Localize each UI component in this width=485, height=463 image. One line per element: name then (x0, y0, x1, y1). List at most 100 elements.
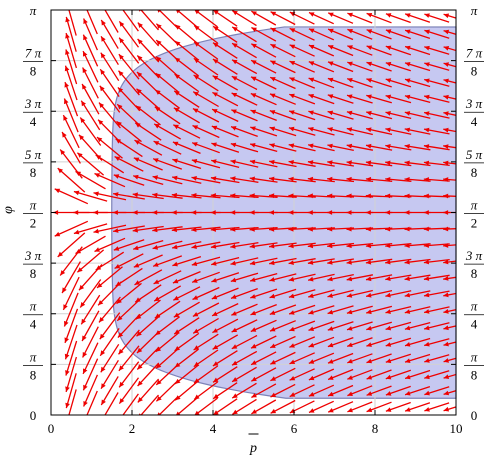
field-arrow (443, 111, 456, 116)
field-arrow (327, 160, 355, 167)
field-arrow (211, 159, 240, 169)
field-arrow (443, 226, 456, 232)
field-arrow (212, 350, 238, 367)
field-arrow (385, 401, 411, 412)
field-arrow (308, 368, 335, 381)
field-arrow (82, 67, 99, 99)
field-arrow (308, 305, 335, 315)
field-arrow (212, 58, 238, 75)
field-arrow (404, 290, 431, 298)
field-arrow (385, 61, 411, 72)
field-arrow (136, 315, 161, 337)
field-arrow (152, 226, 183, 233)
field-arrow (443, 309, 456, 314)
x-tick-label: 4 (210, 421, 217, 436)
field-arrow (212, 75, 239, 91)
field-arrow (269, 335, 296, 349)
field-arrow (423, 177, 450, 182)
field-arrow (385, 45, 412, 56)
field-arrow (193, 381, 219, 401)
field-arrow (116, 103, 142, 127)
field-arrow (269, 176, 297, 183)
field-arrow (443, 373, 456, 379)
y-tick-label-left: π (30, 349, 37, 364)
field-arrow (100, 35, 119, 66)
field-arrow (134, 269, 163, 286)
field-arrow (327, 321, 354, 331)
field-arrow (250, 319, 277, 333)
field-arrow (171, 226, 202, 233)
field-arrow (61, 261, 81, 294)
field-arrow (308, 44, 335, 57)
field-arrow (211, 142, 240, 153)
field-arrow (346, 127, 373, 136)
field-arrow (230, 176, 259, 183)
field-arrow (65, 356, 78, 393)
y-tick-label-right: 7 π (466, 46, 483, 61)
field-arrow (212, 25, 238, 43)
field-arrow (230, 287, 258, 300)
field-arrow (100, 19, 119, 49)
field-arrow (251, 10, 277, 26)
field-arrow (366, 305, 393, 315)
y-tick-label-left: 3 π (24, 96, 42, 111)
y-tick-label-left: π (30, 3, 37, 18)
field-arrow (366, 110, 393, 120)
field-arrow (174, 348, 199, 368)
field-arrow (308, 400, 334, 414)
field-arrow (269, 257, 297, 266)
field-arrow (289, 44, 315, 57)
field-arrow (172, 141, 201, 155)
field-arrow (57, 232, 86, 258)
field-arrow (327, 289, 354, 298)
field-arrow (112, 192, 145, 200)
field-arrow (173, 286, 201, 301)
field-arrow (73, 190, 108, 202)
field-arrow (366, 94, 392, 104)
field-arrow (173, 317, 200, 335)
field-arrow (134, 284, 162, 303)
field-arrow (327, 352, 354, 364)
field-arrow (404, 258, 431, 265)
field-arrow (307, 242, 335, 249)
field-arrow (155, 39, 180, 62)
field-arrow (385, 13, 411, 24)
field-arrow (270, 43, 296, 58)
field-arrow (327, 143, 354, 152)
field-arrow (404, 160, 431, 167)
field-arrow (118, 377, 140, 404)
field-arrow (327, 368, 354, 381)
field-arrow (366, 12, 392, 24)
field-arrow (385, 177, 412, 182)
field-arrow (424, 29, 450, 39)
field-arrow (385, 78, 412, 88)
field-arrow (118, 329, 140, 355)
field-arrow (327, 127, 354, 136)
field-arrow (423, 127, 450, 135)
field-arrow (152, 175, 183, 185)
field-arrow (308, 352, 335, 365)
field-arrow (366, 45, 392, 56)
field-arrow (327, 28, 354, 41)
y-tick-label-left: 7 π (25, 46, 42, 61)
field-arrow (155, 72, 180, 94)
field-arrow (404, 306, 431, 314)
field-arrow (365, 127, 393, 136)
field-arrow (249, 272, 278, 282)
field-arrow (404, 385, 431, 396)
field-arrow (327, 401, 354, 413)
field-arrow (118, 53, 140, 80)
field-arrow (116, 282, 142, 305)
field-arrow (289, 27, 315, 41)
field-arrow (153, 285, 182, 302)
field-arrow (327, 61, 354, 73)
field-arrow (212, 318, 239, 334)
field-arrow (308, 384, 335, 397)
field-arrow (155, 23, 179, 46)
field-arrow (173, 107, 200, 124)
field-arrow (346, 110, 373, 120)
field-arrow (366, 385, 392, 396)
field-arrow (308, 60, 335, 73)
field-arrow (443, 390, 456, 396)
field-arrow (385, 160, 412, 167)
